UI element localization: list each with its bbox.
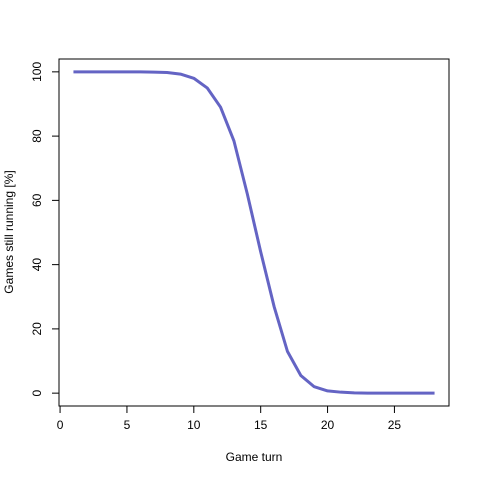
y-tick-label: 0 — [30, 389, 44, 396]
y-tick-label: 60 — [30, 193, 44, 207]
x-tick-label: 25 — [388, 418, 402, 432]
data-line — [73, 70, 435, 395]
y-tick-label: 20 — [30, 322, 44, 336]
x-tick-label: 20 — [321, 418, 335, 432]
y-axis-label: Games still running [%] — [2, 170, 16, 293]
y-tick-label: 80 — [30, 129, 44, 143]
x-tick-label: 10 — [187, 418, 201, 432]
y-tick-label: 40 — [30, 258, 44, 272]
x-axis-label: Game turn — [226, 450, 283, 464]
x-tick-label: 5 — [124, 418, 131, 432]
x-tick-label: 0 — [57, 418, 64, 432]
x-tick-label: 15 — [254, 418, 268, 432]
plot-box — [58, 58, 450, 407]
y-tick-label: 100 — [30, 62, 44, 82]
